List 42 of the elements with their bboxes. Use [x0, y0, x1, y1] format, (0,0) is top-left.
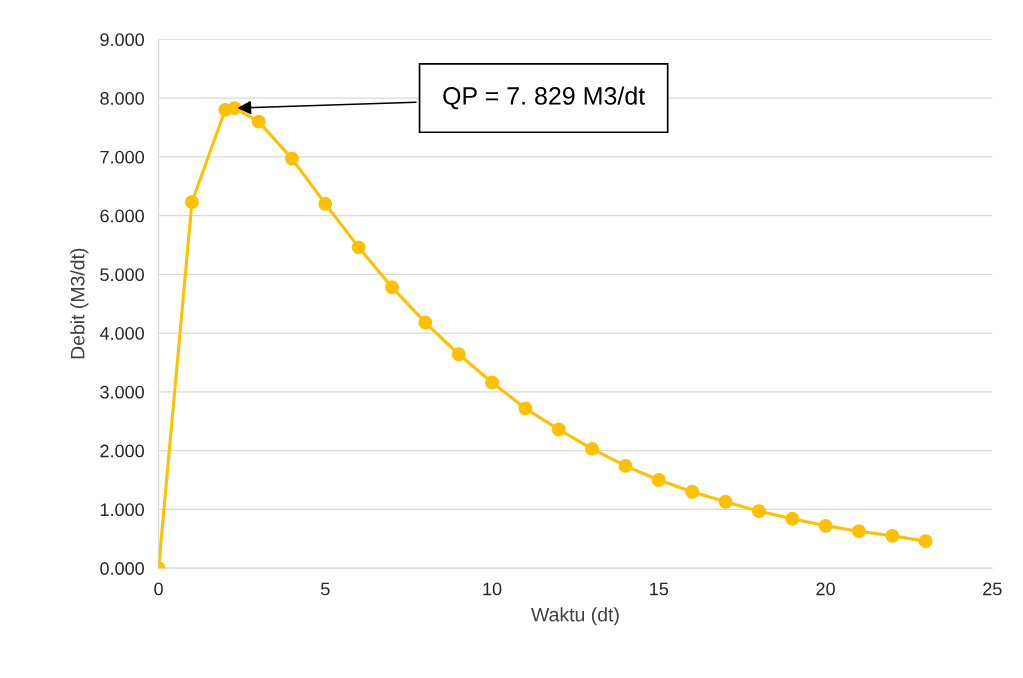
- point: [751, 504, 766, 519]
- point: [851, 524, 866, 539]
- y-tick-label: 0.000: [100, 562, 144, 575]
- y-tick-label: 9.000: [100, 33, 144, 47]
- y-tick-label: 4.000: [99, 327, 144, 340]
- point: [518, 401, 533, 416]
- point: [285, 151, 299, 166]
- y-tick-label: 7.000: [100, 150, 144, 164]
- y-tick-label: 8.000: [100, 92, 144, 105]
- point: [227, 101, 242, 116]
- annotation: QP = 7. 829 M3/dt: [443, 86, 646, 110]
- point: [685, 484, 700, 499]
- point: [418, 315, 433, 330]
- y-axis-title: Debit (M3/dt): [70, 248, 89, 359]
- point: [351, 240, 366, 255]
- y-tick-label: 2.000: [100, 444, 144, 458]
- point: [385, 280, 399, 295]
- point: [451, 347, 466, 362]
- point: [251, 114, 266, 129]
- point: [618, 458, 633, 473]
- point: [718, 494, 733, 509]
- y-tick-label: 5.000: [100, 268, 144, 282]
- point: [551, 422, 566, 437]
- x-axis-title: Waktu (dt): [531, 607, 619, 626]
- x-tick-label: 20: [816, 582, 835, 596]
- x-tick-label: 10: [483, 582, 502, 596]
- point: [585, 441, 600, 456]
- point: [485, 375, 500, 390]
- point: [318, 196, 333, 211]
- point: [818, 518, 833, 533]
- y-tick-label: 3.000: [100, 385, 144, 399]
- x-tick-label: 0: [154, 582, 163, 596]
- point: [785, 511, 800, 526]
- y-tick-label: 6.000: [100, 209, 144, 223]
- x-tick-label: 5: [321, 582, 330, 596]
- y-tick-label: 1.000: [100, 503, 144, 517]
- point: [885, 528, 900, 543]
- point: [918, 534, 933, 549]
- x-tick-label: 25: [983, 582, 1002, 596]
- x-tick-label: 15: [650, 582, 669, 596]
- point: [184, 195, 199, 210]
- point: [651, 473, 666, 487]
